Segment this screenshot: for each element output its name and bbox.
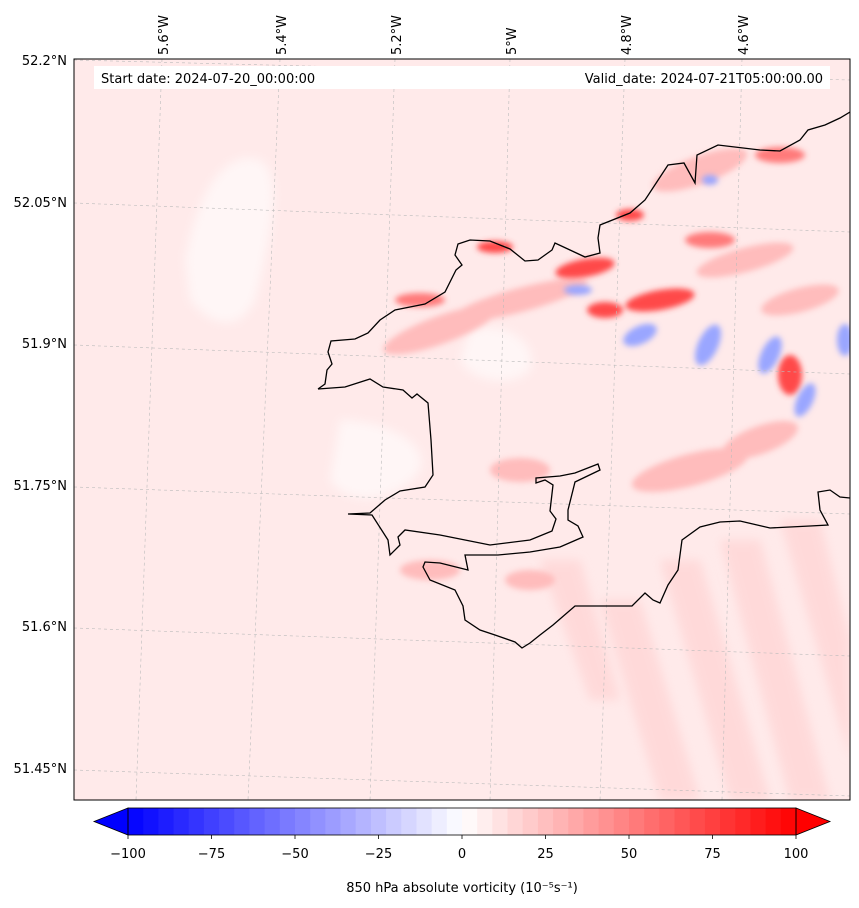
strong-vorticity-areas <box>477 209 802 395</box>
colorbar-cell <box>750 808 767 835</box>
colorbar-tick-label: −100 <box>110 847 146 862</box>
colorbar-cell <box>553 808 569 835</box>
colorbar-tick-label: −25 <box>365 847 392 862</box>
colorbar-cell <box>477 808 493 835</box>
colorbar-cell <box>765 808 782 835</box>
weak-vorticity-bands <box>540 520 850 800</box>
latitude-labels: 52.2°N 52.05°N 51.9°N 51.75°N 51.6°N 51.… <box>14 54 67 777</box>
colorbar-tick-label: 75 <box>704 847 721 862</box>
colorbar-cell <box>188 808 205 835</box>
start-date-text: Start date: 2024-07-20_00:00:00 <box>101 72 315 87</box>
colorbar-cell <box>143 808 159 835</box>
lon-label: 5.2°W <box>390 15 405 55</box>
colorbar-extend-low <box>92 807 129 836</box>
colorbar-cell <box>507 808 524 835</box>
lon-label: 5°W <box>505 27 520 55</box>
colorbar-cell <box>279 808 296 835</box>
colorbar-cell <box>568 808 584 835</box>
longitude-labels: 5.6°W 5.4°W 5.2°W 5°W 4.8°W 4.6°W <box>157 15 752 55</box>
colorbar-cell <box>598 808 615 835</box>
colorbar-cell <box>522 808 539 835</box>
colorbar-cell <box>340 808 357 835</box>
map-panel: Start date: 2024-07-20_00:00:00 Valid_da… <box>74 59 850 800</box>
colorbar-cell <box>325 808 342 835</box>
colorbar-cell <box>537 808 554 835</box>
colorbar-cell <box>401 808 417 835</box>
colorbar-label: 850 hPa absolute vorticity (10⁻⁵s⁻¹) <box>346 881 578 896</box>
coastline <box>317 111 850 649</box>
colorbar-cell <box>689 808 706 835</box>
lat-label: 51.75°N <box>14 479 67 494</box>
colorbar-tick-label: −75 <box>198 847 225 862</box>
gridlines <box>74 59 850 800</box>
colorbar-cell <box>629 808 645 835</box>
negative-vorticity-areas <box>564 175 850 417</box>
colorbar-tick-label: 0 <box>458 847 466 862</box>
moderate-vorticity-areas <box>383 148 839 590</box>
colorbar-cell <box>173 808 190 835</box>
colorbar-cells <box>128 808 797 835</box>
colorbar-cell <box>203 808 220 835</box>
header-info-box <box>94 66 830 89</box>
colorbar-cell <box>249 808 266 835</box>
lat-label: 52.2°N <box>22 54 67 69</box>
colorbar-tick-label: 25 <box>537 847 554 862</box>
colorbar-tick-label: 100 <box>784 847 809 862</box>
colorbar-extend-high <box>795 807 832 836</box>
colorbar-cell <box>128 808 144 835</box>
lat-label: 52.05°N <box>14 196 67 211</box>
map-border <box>73 58 851 801</box>
lon-label: 4.6°W <box>737 15 752 55</box>
colorbar-cell <box>583 808 600 835</box>
valid-date-text: Valid_date: 2024-07-21T05:00:00.00 <box>585 72 823 87</box>
colorbar-cell <box>431 808 448 835</box>
colorbar-cell <box>462 808 478 835</box>
colorbar-cell <box>158 808 175 835</box>
lat-label: 51.45°N <box>14 762 67 777</box>
colorbar-cell <box>780 808 797 835</box>
colorbar-cell <box>416 808 433 835</box>
colorbar-cell <box>370 808 387 835</box>
colorbar-cell <box>659 808 676 835</box>
colorbar-cell <box>613 808 630 835</box>
colorbar-cell <box>386 808 402 835</box>
colorbar-cell <box>295 808 311 835</box>
colorbar-cell <box>644 808 660 835</box>
colorbar-cell <box>492 808 509 835</box>
lon-label: 5.6°W <box>157 15 172 55</box>
colorbar-cell <box>355 808 372 835</box>
colorbar: −100 −75 −50 −25 0 25 50 75 100 850 hPa absolute… <box>92 807 832 896</box>
lon-label: 5.4°W <box>275 15 290 55</box>
colorbar-cell <box>446 808 463 835</box>
colorbar-cell <box>704 808 721 835</box>
low-vorticity-areas <box>185 158 532 499</box>
lat-label: 51.6°N <box>22 620 67 635</box>
colorbar-cell <box>310 808 326 835</box>
colorbar-ticks: −100 −75 −50 −25 0 25 50 75 100 <box>110 835 808 862</box>
colorbar-cell <box>234 808 250 835</box>
colorbar-cell <box>735 808 751 835</box>
colorbar-tick-label: −50 <box>281 847 308 862</box>
lon-label: 4.8°W <box>620 15 635 55</box>
colorbar-cell <box>720 808 736 835</box>
colorbar-cell <box>674 808 691 835</box>
lat-label: 51.9°N <box>22 337 67 352</box>
colorbar-tick-label: 50 <box>621 847 638 862</box>
colorbar-cell <box>264 808 281 835</box>
colorbar-cell <box>219 808 235 835</box>
